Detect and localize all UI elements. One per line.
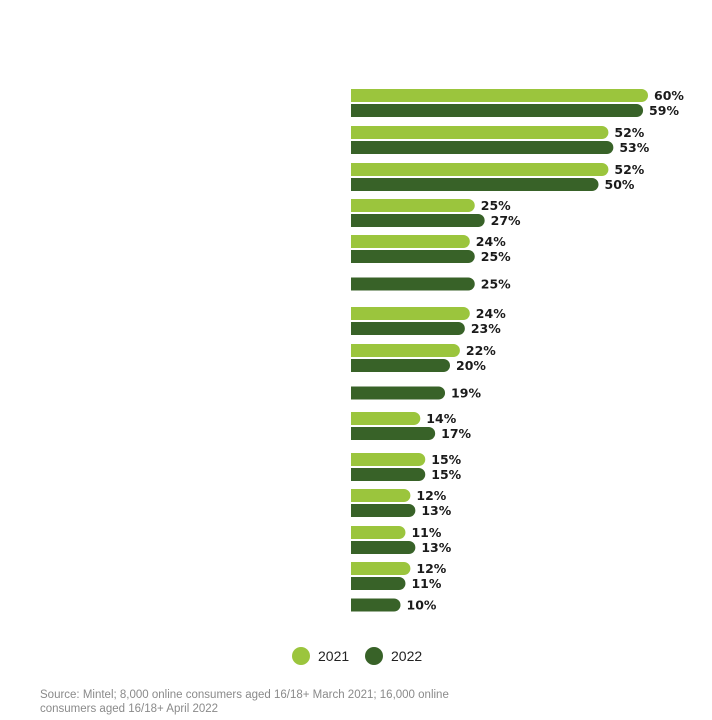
data-label-2021-5: 24% [476,234,506,249]
bar-2022-7 [351,322,465,335]
bar-2021-12 [351,489,411,502]
bar-2021-5 [351,235,470,248]
bar-2021-13 [351,526,406,539]
bar-2022-12 [351,504,416,517]
data-label-2022-11: 15% [431,467,461,482]
data-label-2022-8: 20% [456,358,486,373]
bar-2022-9 [351,386,446,400]
bar-2022-14 [351,577,406,590]
bar-2022-1 [351,104,644,117]
data-label-2021-2: 52% [614,125,644,140]
bar-2021-4 [351,199,475,212]
data-label-2021-8: 22% [466,343,496,358]
data-label-2021-14: 12% [416,561,446,576]
data-label-2021-4: 25% [481,198,511,213]
bar-2022-5 [351,250,475,263]
bar-2022-10 [351,427,436,440]
bar-2021-14 [351,562,411,575]
legend: 2021 2022 [292,647,422,665]
data-label-2022-15: 10% [407,598,437,613]
data-label-2021-12: 12% [416,488,446,503]
data-label-2021-1: 60% [654,88,684,103]
bar-2022-11 [351,468,426,481]
data-label-2022-9: 19% [451,386,481,401]
bar-2022-15 [351,598,401,612]
data-label-2022-14: 11% [411,576,441,591]
legend-swatch-2021 [292,647,310,665]
bar-2022-2 [351,141,614,154]
data-label-2021-13: 11% [411,525,441,540]
bar-2021-3 [351,163,609,176]
bar-2021-8 [351,344,460,357]
data-label-2022-1: 59% [649,103,679,118]
data-label-2022-2: 53% [619,140,649,155]
data-label-2022-3: 50% [605,177,635,192]
data-label-2022-12: 13% [421,503,451,518]
bar-2021-2 [351,126,609,139]
bar-2021-10 [351,412,421,425]
bar-2022-8 [351,359,451,372]
bar-2022-6 [351,277,475,291]
bar-2021-11 [351,453,426,466]
data-label-2022-13: 13% [421,540,451,555]
data-label-2022-7: 23% [471,321,501,336]
bar-2021-7 [351,307,470,320]
legend-label-2022: 2022 [391,648,422,664]
data-label-2022-6: 25% [481,277,511,292]
data-label-2022-5: 25% [481,249,511,264]
data-label-2022-10: 17% [441,426,471,441]
legend-label-2021: 2021 [318,648,349,664]
bar-group: 60%59%52%53%52%50%25%27%24%25%25%24%23%2… [351,88,684,613]
bar-2022-4 [351,214,485,227]
data-label-2021-3: 52% [614,162,644,177]
source-note: Source: Mintel; 8,000 online consumers a… [40,689,449,715]
data-label-2022-4: 27% [491,213,521,228]
bar-2022-3 [351,178,599,191]
data-label-2021-11: 15% [431,452,461,467]
legend-swatch-2022 [365,647,383,665]
bar-2022-13 [351,541,416,554]
data-label-2021-7: 24% [476,306,506,321]
bar-2021-1 [351,89,649,102]
data-label-2021-10: 14% [426,411,456,426]
